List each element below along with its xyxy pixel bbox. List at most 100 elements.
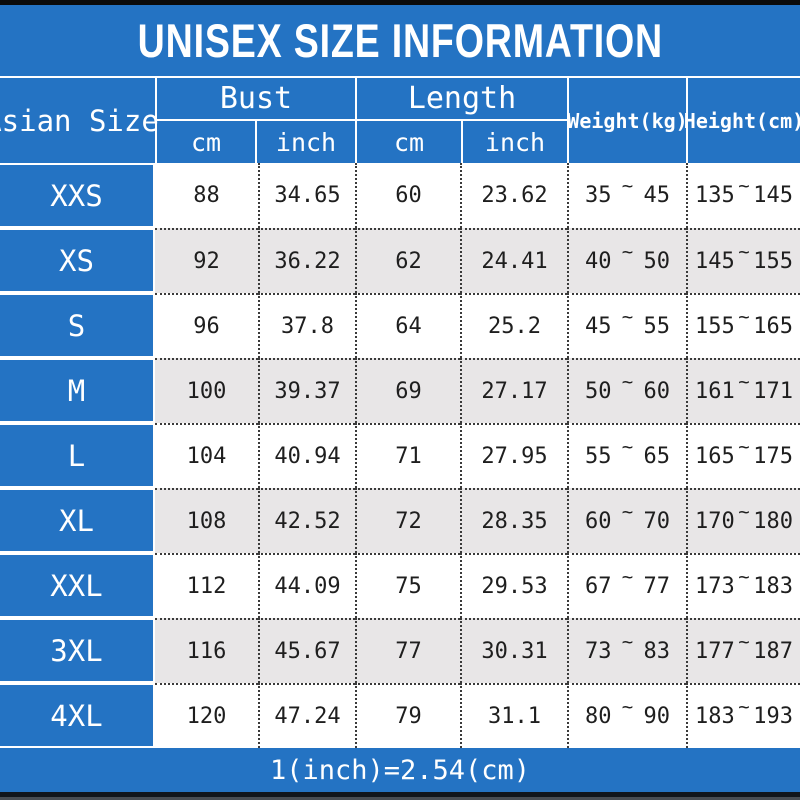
cell-weight-range: 73 ~83 xyxy=(567,618,686,683)
cell-height-range: 173 ~183 xyxy=(686,553,800,618)
cell-length-cm: 62 xyxy=(355,228,460,293)
cell-length-inch: 23.62 xyxy=(460,163,567,228)
tilde-separator: ~ xyxy=(621,630,634,653)
cell-height-range: 155 ~165 xyxy=(686,293,800,358)
cell-bust-cm: 96 xyxy=(155,293,258,358)
size-label: 3XL xyxy=(0,618,155,683)
cell-bust-inch: 36.22 xyxy=(258,228,355,293)
size-label: XXS xyxy=(0,163,155,228)
height-max: 183 xyxy=(753,574,793,599)
table-row-3xl: 3XL 116 45.67 77 30.31 73 ~83 177 ~187 xyxy=(0,618,800,683)
cell-length-cm: 69 xyxy=(355,358,460,423)
cell-length-cm: 77 xyxy=(355,618,460,683)
weight-min: 60 xyxy=(585,509,612,534)
weight-max: 77 xyxy=(643,574,670,599)
weight-max: 70 xyxy=(643,509,670,534)
conversion-note: 1(inch)=2.54(cm) xyxy=(269,754,531,786)
height-min: 145 xyxy=(695,249,735,274)
column-header-bust: Bust xyxy=(157,78,355,121)
size-label: XS xyxy=(0,228,155,293)
weight-max: 45 xyxy=(643,183,670,208)
weight-max: 60 xyxy=(643,379,670,404)
cell-bust-inch: 34.65 xyxy=(258,163,355,228)
page-title: UNISEX SIZE INFORMATION xyxy=(137,14,663,67)
height-max: 180 xyxy=(753,509,793,534)
cell-length-cm: 75 xyxy=(355,553,460,618)
cell-length-inch: 24.41 xyxy=(460,228,567,293)
footer-band: 1(inch)=2.54(cm) xyxy=(0,748,800,792)
cell-length-inch: 29.53 xyxy=(460,553,567,618)
weight-min: 80 xyxy=(585,704,612,729)
column-header-length: Length xyxy=(357,78,567,121)
tilde-separator: ~ xyxy=(738,305,750,328)
table-header: Asian Size Bust cm inch Length cm inch W… xyxy=(0,78,800,163)
title-band: UNISEX SIZE INFORMATION xyxy=(0,5,800,78)
weight-max: 65 xyxy=(643,444,670,469)
height-min: 183 xyxy=(695,704,735,729)
column-header-length-inch: inch xyxy=(461,121,567,163)
column-group-bust: Bust cm inch xyxy=(155,78,355,163)
cell-bust-cm: 104 xyxy=(155,423,258,488)
cell-height-range: 183 ~193 xyxy=(686,683,800,748)
height-max: 187 xyxy=(753,639,793,664)
column-header-weight: Weight(kg) xyxy=(567,78,688,163)
cell-bust-cm: 100 xyxy=(155,358,258,423)
tilde-separator: ~ xyxy=(621,565,634,588)
cell-length-cm: 64 xyxy=(355,293,460,358)
cell-bust-inch: 44.09 xyxy=(258,553,355,618)
table-body: XXS 88 34.65 60 23.62 35 ~45 135 ~145 XS 92 36.22 62… xyxy=(0,163,800,748)
weight-min: 67 xyxy=(585,574,612,599)
cell-bust-inch: 37.8 xyxy=(258,293,355,358)
tilde-separator: ~ xyxy=(738,500,750,523)
cell-bust-inch: 47.24 xyxy=(258,683,355,748)
cell-height-range: 161 ~171 xyxy=(686,358,800,423)
cell-weight-range: 67 ~77 xyxy=(567,553,686,618)
tilde-separator: ~ xyxy=(738,240,750,263)
cell-weight-range: 50 ~60 xyxy=(567,358,686,423)
cell-length-inch: 25.2 xyxy=(460,293,567,358)
tilde-separator: ~ xyxy=(738,565,750,588)
height-min: 173 xyxy=(695,574,735,599)
cell-length-inch: 28.35 xyxy=(460,488,567,553)
tilde-separator: ~ xyxy=(738,370,750,393)
tilde-separator: ~ xyxy=(738,630,750,653)
weight-min: 35 xyxy=(585,183,612,208)
weight-min: 55 xyxy=(585,444,612,469)
column-header-asian-size: Asian Size xyxy=(0,103,159,138)
cell-bust-cm: 88 xyxy=(155,163,258,228)
table-row-xxl: XXL 112 44.09 75 29.53 67 ~77 173 ~183 xyxy=(0,553,800,618)
size-label: 4XL xyxy=(0,683,155,748)
weight-min: 73 xyxy=(585,639,612,664)
column-group-length: Length cm inch xyxy=(355,78,567,163)
bottom-border-bar xyxy=(0,792,800,797)
cell-length-cm: 60 xyxy=(355,163,460,228)
column-header-bust-cm: cm xyxy=(190,127,222,157)
weight-max: 50 xyxy=(643,249,670,274)
height-min: 135 xyxy=(695,183,735,208)
tilde-separator: ~ xyxy=(738,435,750,458)
cell-weight-range: 55 ~65 xyxy=(567,423,686,488)
cell-length-inch: 27.17 xyxy=(460,358,567,423)
tilde-separator: ~ xyxy=(621,500,634,523)
tilde-separator: ~ xyxy=(621,695,634,718)
bust-subheader-row: cm inch xyxy=(157,121,355,163)
cell-length-inch: 30.31 xyxy=(460,618,567,683)
cell-bust-inch: 42.52 xyxy=(258,488,355,553)
column-header-height: Height(cm) xyxy=(684,78,800,163)
cell-weight-range: 60 ~70 xyxy=(567,488,686,553)
column-header-bust-inch: inch xyxy=(255,121,355,163)
table-row-m: M 100 39.37 69 27.17 50 ~60 161 ~171 xyxy=(0,358,800,423)
height-max: 155 xyxy=(753,249,793,274)
table-row-4xl: 4XL 120 47.24 79 31.1 80 ~90 183 ~193 xyxy=(0,683,800,748)
size-label: XXL xyxy=(0,553,155,618)
bottom-edge-strip xyxy=(0,797,800,800)
tilde-separator: ~ xyxy=(738,174,750,197)
weight-max: 90 xyxy=(643,704,670,729)
weight-max: 83 xyxy=(643,639,670,664)
weight-max: 55 xyxy=(643,314,670,339)
cell-height-range: 135 ~145 xyxy=(686,163,800,228)
cell-bust-cm: 112 xyxy=(155,553,258,618)
tilde-separator: ~ xyxy=(621,370,634,393)
height-min: 177 xyxy=(695,639,735,664)
weight-min: 50 xyxy=(585,379,612,404)
